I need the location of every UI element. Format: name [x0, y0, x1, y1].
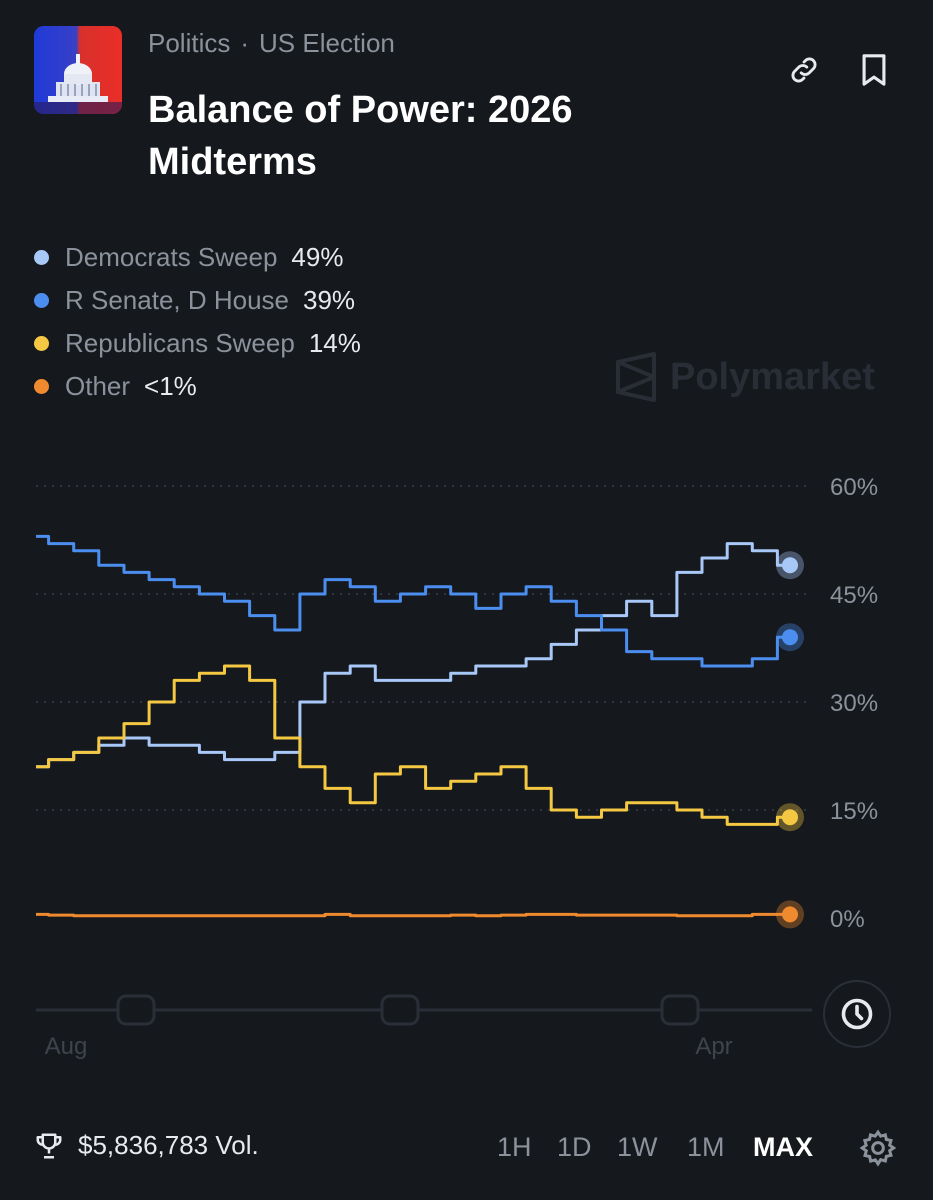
watermark-text: Polymarket	[670, 355, 875, 398]
clock-button[interactable]	[823, 980, 891, 1048]
bookmark-icon[interactable]	[852, 48, 896, 92]
series-line-0	[36, 542, 790, 769]
chart-footer: $5,836,783 Vol. 1H 1D 1W 1M MAX	[0, 1120, 933, 1176]
y-tick-label: 30%	[830, 690, 878, 717]
legend-item-republicans-sweep[interactable]: Republicans Sweep 14%	[34, 322, 361, 365]
legend-dot	[34, 293, 49, 308]
timeline-handle	[660, 994, 700, 1026]
page-title: Balance of Power: 2026 Midterms	[148, 89, 573, 183]
y-tick-label: 0%	[830, 906, 865, 933]
x-tick-label: Aug	[45, 1033, 88, 1060]
legend-label: R Senate, D House	[65, 285, 290, 315]
y-tick-label: 15%	[830, 798, 878, 825]
range-1h-button[interactable]: 1H	[497, 1132, 532, 1162]
volume-display: $5,836,783 Vol.	[34, 1130, 259, 1161]
legend-item-r-senate-d-house[interactable]: R Senate, D House 39%	[34, 279, 361, 322]
volume-text: $5,836,783 Vol.	[78, 1130, 259, 1160]
series-endpoint	[782, 629, 798, 646]
range-1m-button[interactable]: 1M	[687, 1132, 725, 1162]
breadcrumb-category[interactable]: Politics	[148, 28, 231, 58]
trophy-icon	[36, 1133, 62, 1158]
legend-dot	[34, 379, 49, 394]
market-thumbnail	[34, 26, 122, 114]
legend-item-other[interactable]: Other <1%	[34, 365, 361, 408]
range-1d-button[interactable]: 1D	[557, 1132, 592, 1162]
legend-dot	[34, 250, 49, 265]
timeline-handle	[116, 994, 156, 1026]
y-tick-label: 60%	[830, 474, 878, 501]
y-tick-label: 45%	[830, 582, 878, 609]
timeline-handle	[380, 994, 420, 1026]
market-header: Politics · US Election Balance of Power: 2…	[34, 26, 900, 186]
series-line-2	[36, 664, 790, 826]
legend-item-democrats-sweep[interactable]: Democrats Sweep 49%	[34, 236, 361, 279]
legend-value: 14%	[308, 328, 361, 358]
legend-label: Republicans Sweep	[65, 328, 295, 358]
breadcrumb: Politics · US Election	[148, 28, 395, 59]
x-tick-label: Apr	[695, 1033, 732, 1060]
clock-icon	[841, 998, 873, 1030]
chart-legend: Democrats Sweep 49% R Senate, D House 39…	[34, 236, 361, 408]
series-endpoint	[782, 809, 798, 826]
link-icon[interactable]	[782, 48, 826, 92]
series-line-3	[36, 912, 790, 918]
range-1w-button[interactable]: 1W	[617, 1132, 658, 1162]
series-endpoint	[782, 906, 798, 923]
price-chart[interactable]: 60% 45% 30% 15% 0% Aug Apr	[0, 460, 933, 1080]
legend-label: Other	[65, 371, 131, 401]
legend-value: 49%	[291, 242, 344, 272]
range-max-button[interactable]: MAX	[753, 1132, 813, 1162]
polymarket-watermark: Polymarket	[614, 352, 875, 402]
polymarket-logo-icon	[616, 352, 656, 402]
legend-value: 39%	[303, 285, 356, 315]
breadcrumb-subcategory[interactable]: US Election	[259, 28, 395, 58]
gear-icon[interactable]	[858, 1128, 898, 1168]
legend-value: <1%	[144, 371, 197, 401]
series-endpoint	[782, 557, 798, 574]
breadcrumb-separator: ·	[240, 28, 250, 58]
legend-dot	[34, 336, 49, 351]
series-line-1	[36, 534, 790, 668]
legend-label: Democrats Sweep	[65, 242, 278, 272]
